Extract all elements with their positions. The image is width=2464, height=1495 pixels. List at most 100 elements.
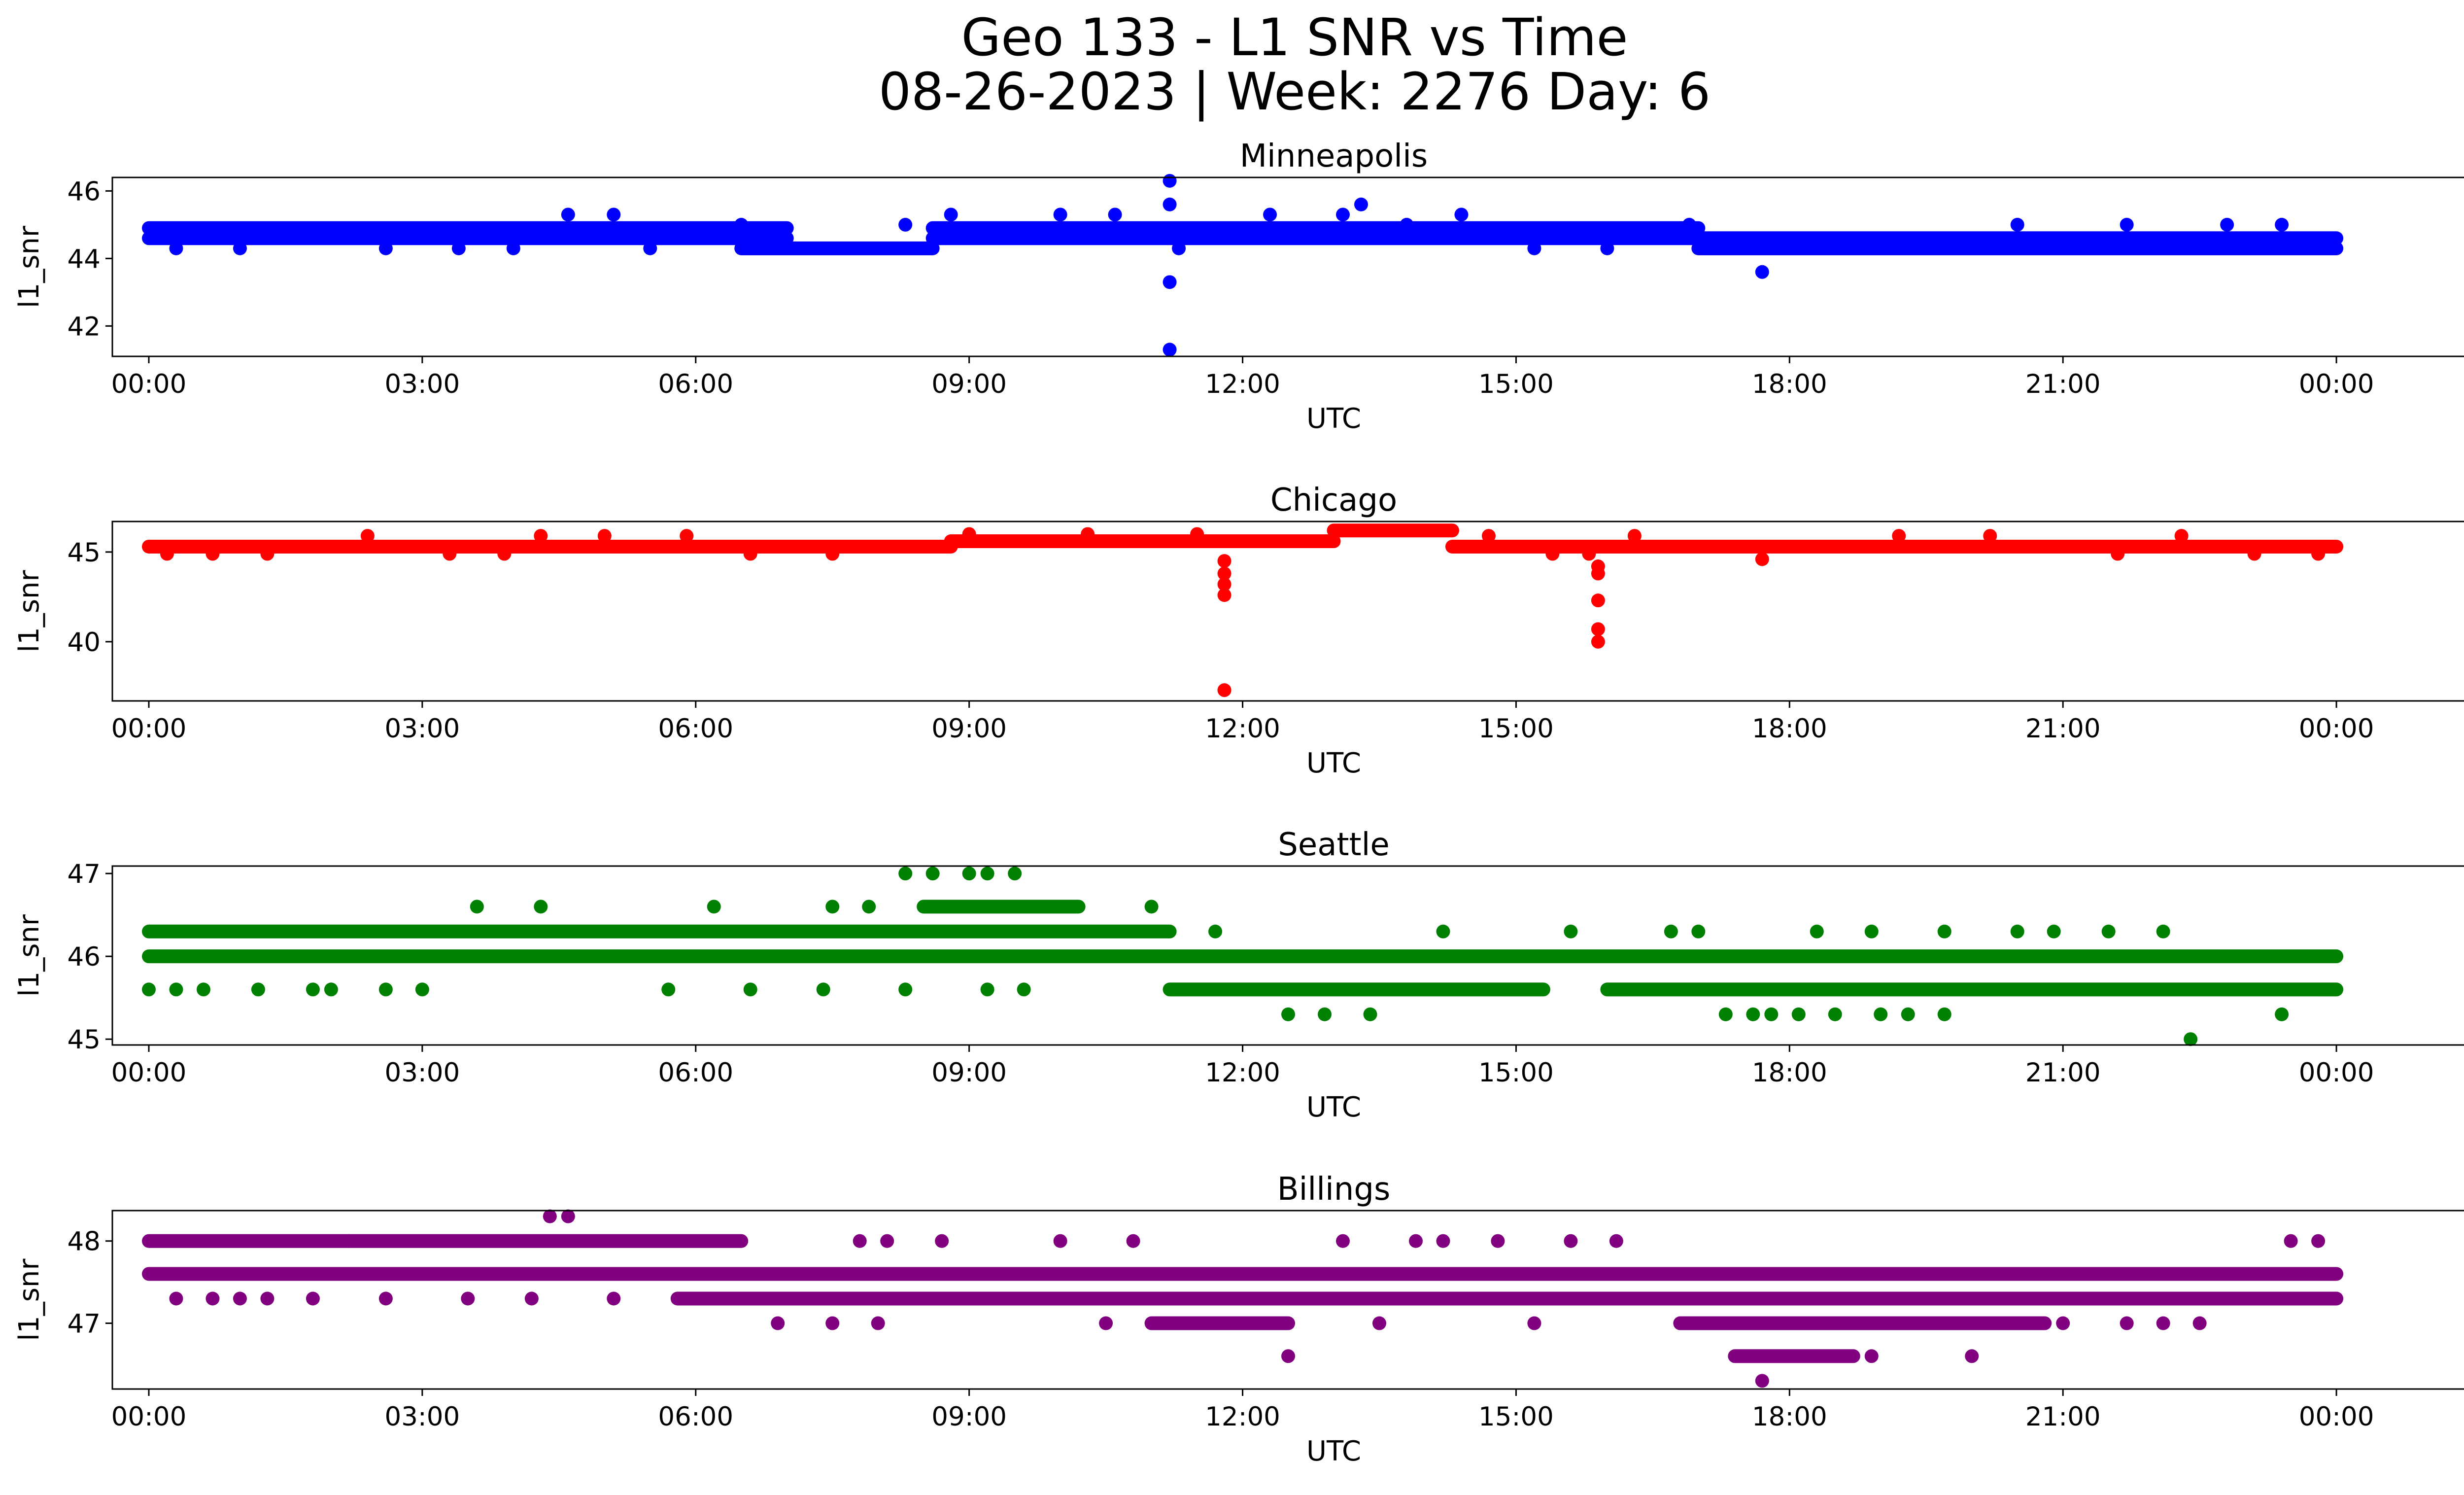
data-point (771, 1316, 785, 1330)
data-point (1718, 1007, 1733, 1021)
subplot-1: Chicago 00:00 03:00 06:00 09:00 12:00 15:00 18:… (13, 482, 2464, 779)
data-band (670, 1291, 2344, 1306)
x-tick-label: 00:00 (111, 1402, 187, 1432)
data-point (1008, 867, 1022, 881)
axes-frame (111, 865, 2464, 1046)
data-band (1163, 982, 1550, 997)
data-point (1017, 982, 1031, 997)
data-band (141, 924, 1177, 939)
data-point (1591, 622, 1605, 636)
data-point (1190, 527, 1204, 541)
subplot-0: Minneapolis 00:00 03:00 06:00 09:00 12:00 15:0… (13, 138, 2464, 435)
data-point (862, 900, 876, 914)
data-point (1354, 197, 1368, 211)
data-point (743, 547, 757, 561)
data-point (661, 982, 676, 997)
y-tick-label: 44 (68, 244, 101, 274)
data-band (1600, 982, 2344, 997)
x-tick-label: 15:00 (1478, 1402, 1554, 1432)
data-point (2220, 217, 2234, 232)
data-point (1527, 1316, 1541, 1330)
data-point (1600, 241, 1614, 255)
figure-title-line1: Geo 133 - L1 SNR vs Time (961, 7, 1628, 68)
data-point (2056, 1316, 2070, 1330)
data-point (2010, 217, 2024, 232)
data-point (306, 1291, 320, 1306)
data-point (461, 1291, 475, 1306)
x-tick-label: 18:00 (1752, 369, 1827, 399)
data-point (2156, 924, 2170, 939)
data-point (2284, 1234, 2298, 1248)
subplot-title: Billings (1277, 1171, 1391, 1208)
data-point (853, 1234, 867, 1248)
x-tick-label: 03:00 (384, 369, 460, 399)
data-point (1591, 593, 1605, 608)
data-point (1937, 1007, 1951, 1021)
x-tick-label: 00:00 (111, 714, 187, 744)
data-point (1336, 1234, 1350, 1248)
data-point (506, 241, 520, 255)
data-point (1099, 1316, 1113, 1330)
y-axis-label: l1_snr (13, 570, 45, 653)
x-axis-label: UTC (1306, 1091, 1361, 1123)
data-point (342, 1234, 356, 1248)
data-point (378, 1291, 393, 1306)
data-point (1163, 174, 1177, 188)
data-point (1983, 529, 1997, 543)
data-point (2120, 1316, 2134, 1330)
data-point (2047, 1267, 2061, 1281)
data-point (1791, 1007, 1806, 1021)
data-point (962, 527, 976, 541)
data-point (1454, 208, 1469, 222)
y-axis-label: l1_snr (13, 914, 45, 997)
data-point (2101, 924, 2116, 939)
x-tick-label: 03:00 (384, 714, 460, 744)
x-tick-label: 09:00 (931, 1058, 1007, 1088)
data-point (260, 547, 274, 561)
data-band (141, 231, 794, 245)
data-band (1691, 241, 2344, 255)
data-point (743, 982, 757, 997)
y-tick-label: 48 (68, 1227, 101, 1257)
x-tick-label: 12:00 (1205, 1402, 1280, 1432)
data-point (1126, 1234, 1140, 1248)
data-point (1408, 1234, 1423, 1248)
data-band (944, 534, 1341, 549)
subplot-3: Billings 00:00 03:00 06:00 09:00 12:00 15:00 18… (13, 1171, 2464, 1467)
x-tick-label: 21:00 (2025, 714, 2101, 744)
data-band (925, 231, 1706, 245)
data-point (1965, 1349, 1979, 1363)
y-tick-label: 47 (68, 859, 101, 889)
data-point (944, 208, 958, 222)
data-point (2120, 217, 2134, 232)
data-point (561, 208, 575, 222)
data-point (1864, 924, 1879, 939)
data-point (2275, 1007, 2289, 1021)
data-point (2311, 1234, 2326, 1248)
data-point (1491, 1234, 1505, 1248)
data-point (1664, 924, 1678, 939)
x-tick-label: 09:00 (931, 1402, 1007, 1432)
data-point (980, 982, 994, 997)
data-point (1281, 1007, 1296, 1021)
data-band (1327, 523, 1459, 538)
x-tick-label: 18:00 (1752, 1402, 1827, 1432)
figure-title-line2: 08-26-2023 | Week: 2276 Day: 6 (879, 62, 1711, 122)
data-point (1682, 217, 1696, 232)
data-point (497, 547, 512, 561)
data-point (1874, 1007, 1888, 1021)
data-point (251, 982, 265, 997)
y-tick-label: 45 (68, 538, 101, 568)
data-point (1928, 1291, 1943, 1306)
data-point (962, 867, 976, 881)
x-tick-label: 00:00 (2299, 1402, 2374, 1432)
y-axis-label: l1_snr (13, 1258, 45, 1341)
data-point (1527, 241, 1541, 255)
data-point (2192, 1316, 2207, 1330)
data-point (1582, 547, 1596, 561)
data-point (734, 217, 749, 232)
data-band (1144, 1316, 1296, 1330)
data-point (1746, 1007, 1760, 1021)
data-point (360, 529, 375, 543)
x-tick-label: 06:00 (658, 1402, 733, 1432)
